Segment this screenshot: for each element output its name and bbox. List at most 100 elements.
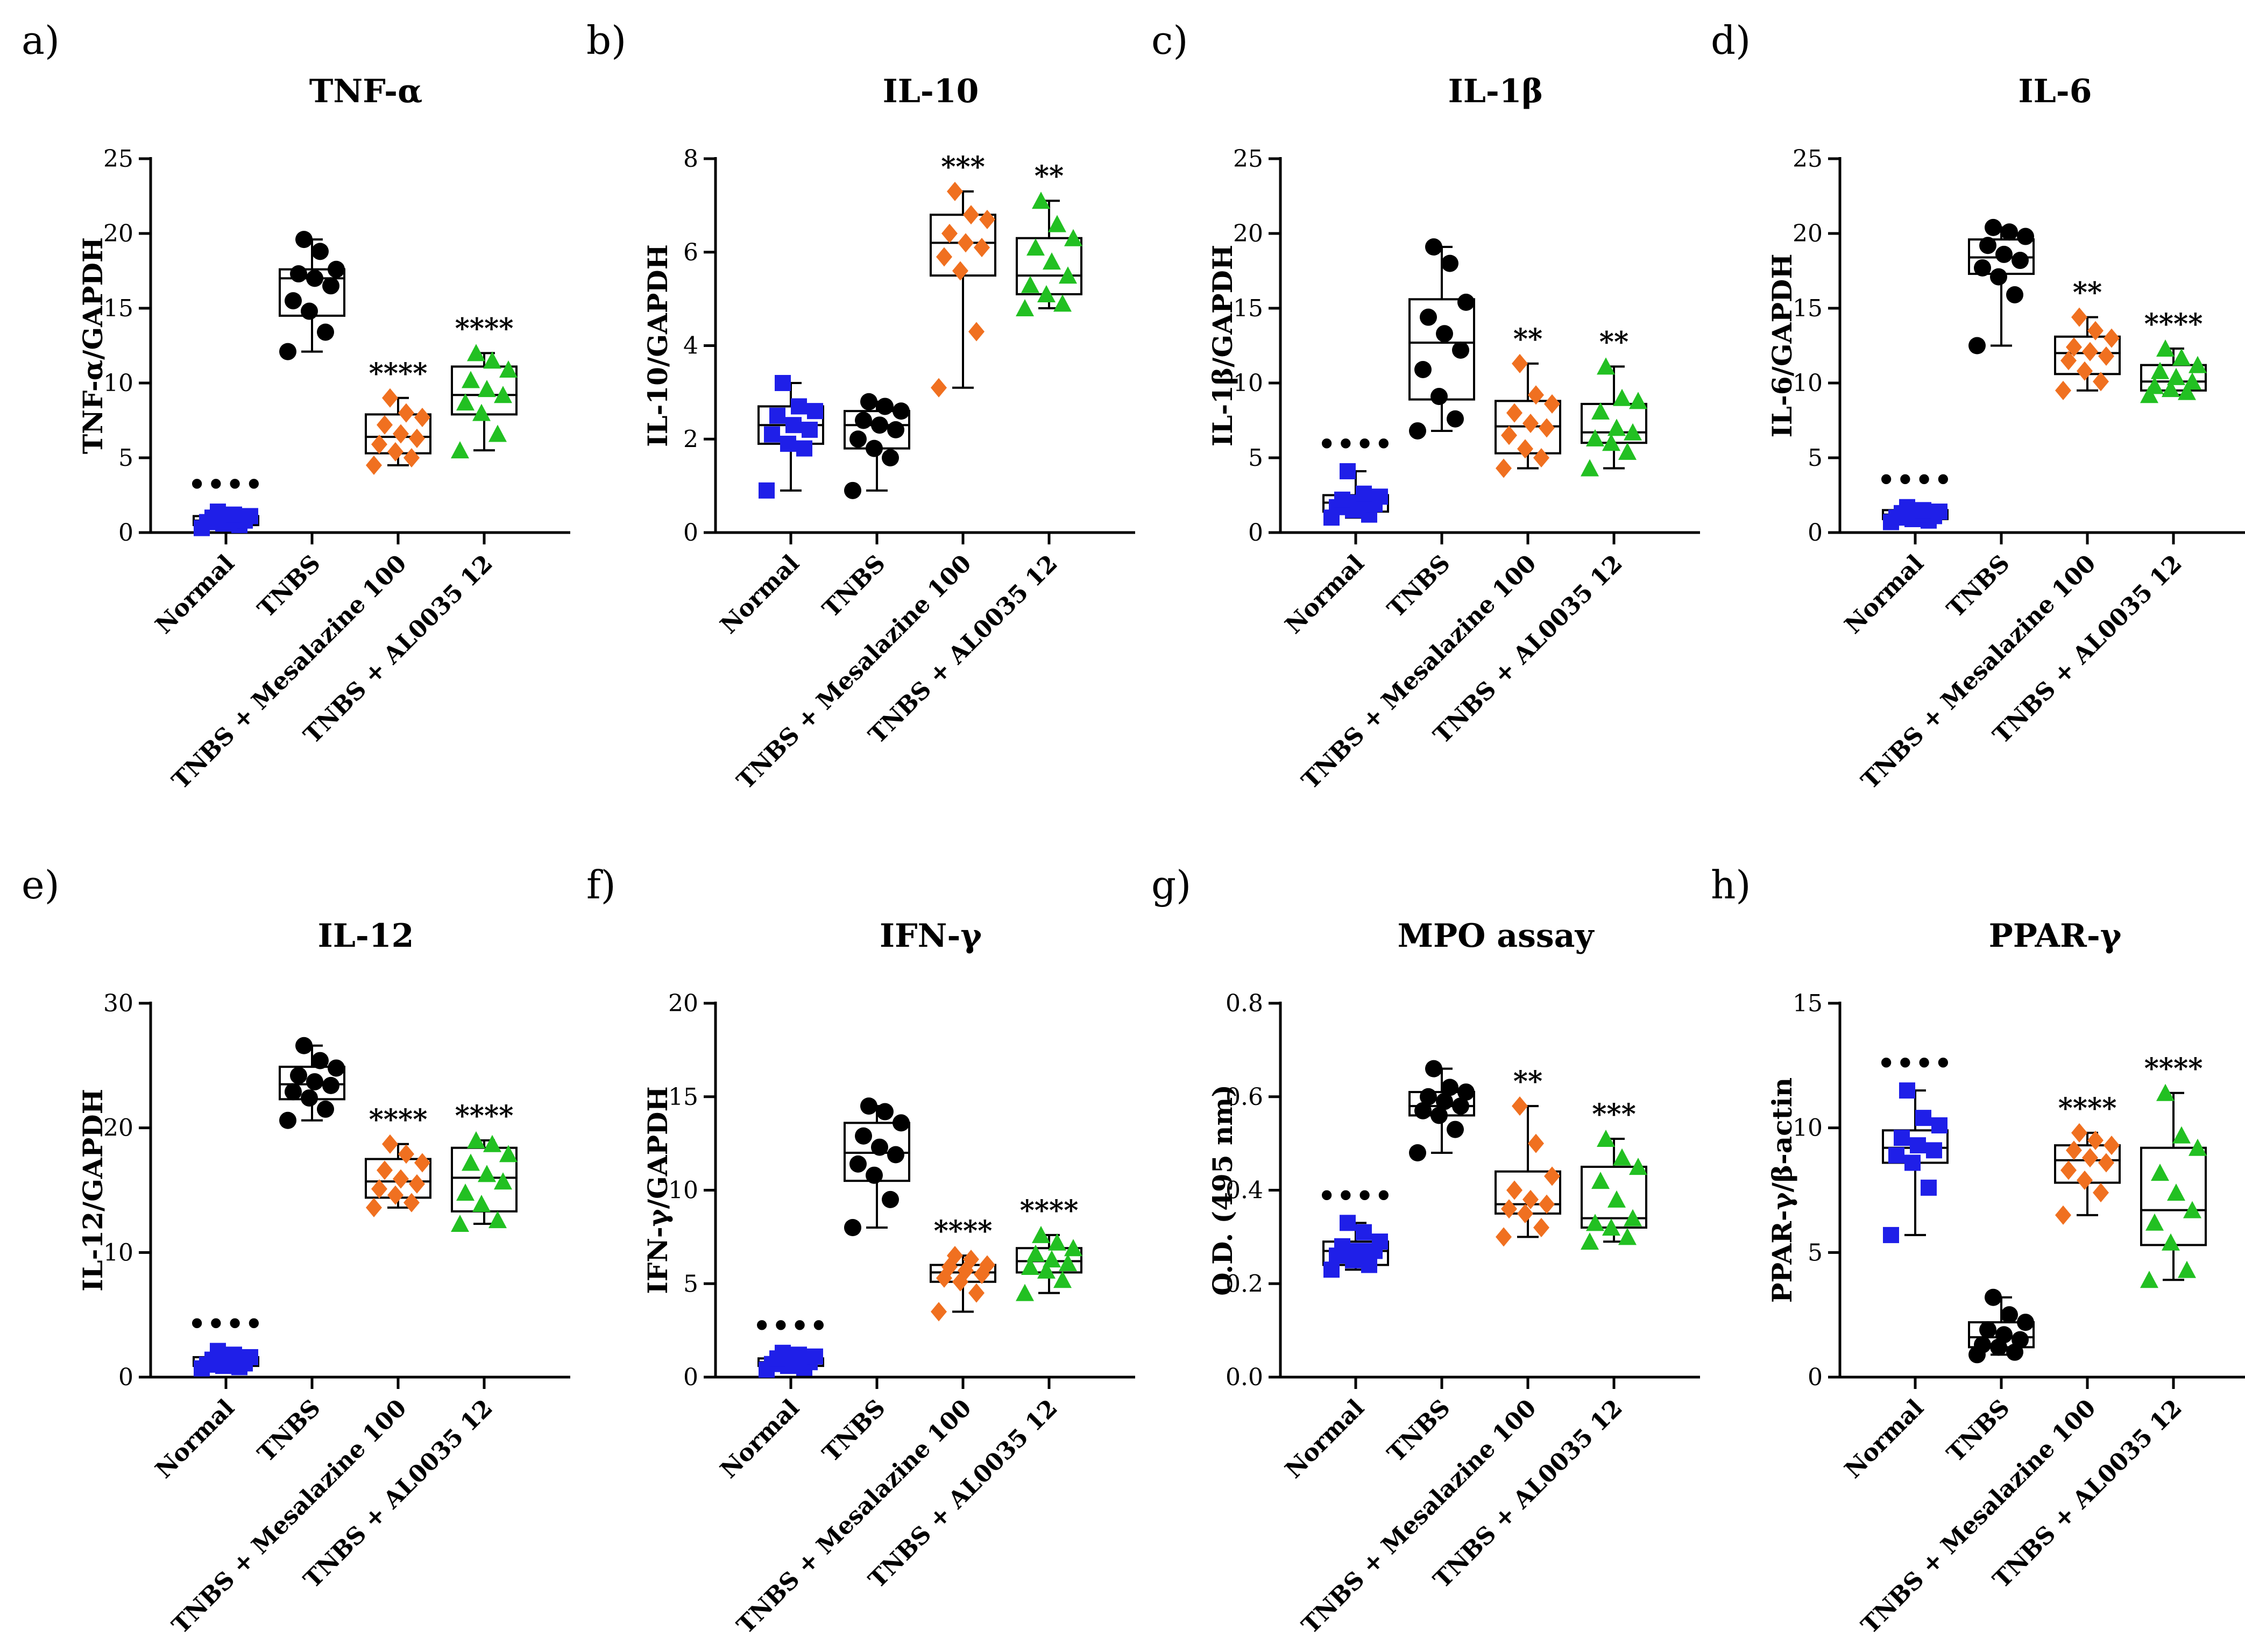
data-point (366, 1197, 382, 1217)
data-point (1043, 252, 1061, 270)
data-point (1021, 275, 1039, 293)
data-point (1334, 491, 1350, 508)
data-point (279, 343, 296, 360)
data-point (2172, 1126, 2191, 1144)
data-point (1441, 1079, 1458, 1096)
y-tick-label: 10 (1233, 370, 1263, 397)
data-point (387, 442, 403, 462)
data-point (1457, 1083, 1475, 1101)
data-point (1457, 293, 1475, 311)
data-point (1522, 414, 1539, 434)
panel-letter: e) (22, 862, 60, 907)
data-point (1323, 1261, 1340, 1278)
data-point (1591, 402, 1610, 420)
significance-label: •••• (188, 469, 264, 501)
y-tick-label: 0 (683, 1364, 698, 1391)
y-tick-label: 20 (1793, 220, 1823, 247)
data-point (876, 1103, 894, 1121)
significance-label: **** (1020, 1194, 1079, 1227)
y-tick-label: 5 (683, 1270, 698, 1298)
significance-label: •••• (188, 1308, 264, 1341)
data-point (855, 412, 872, 429)
data-point (377, 1160, 393, 1180)
data-point (1607, 419, 1626, 436)
data-point (2098, 1153, 2114, 1173)
y-tick-label: 15 (103, 295, 133, 322)
data-point (936, 1268, 952, 1288)
data-point (1602, 434, 1620, 451)
data-point (1026, 1244, 1045, 1262)
data-point (483, 351, 501, 369)
y-axis-label: IL-12/GAPDH (77, 1089, 109, 1292)
data-point (936, 247, 952, 267)
panel-letter: h) (1711, 862, 1751, 907)
data-point (2140, 386, 2158, 403)
data-point (764, 426, 780, 443)
data-point (1985, 218, 2002, 236)
y-tick-label: 10 (668, 1177, 698, 1204)
data-point (242, 1349, 258, 1365)
data-point (2087, 1130, 2104, 1150)
data-point (387, 1185, 403, 1205)
data-point (1613, 388, 1631, 406)
significance-label: ** (1035, 160, 1064, 193)
data-point (328, 260, 345, 278)
data-point (1506, 1180, 1522, 1200)
data-point (1581, 1232, 1599, 1250)
data-point (403, 448, 420, 467)
data-point (2162, 380, 2180, 398)
y-tick-label: 6 (683, 239, 698, 266)
y-axis-label: TNF-α/GAPDH (77, 237, 109, 454)
chart-panel-a: a) TNF-α TNF-α/GAPDH 0 5 10 15 20 25 Normal •••• TN… (22, 18, 570, 795)
data-point (1597, 357, 1615, 375)
data-point (2156, 339, 2175, 357)
data-point (1931, 1117, 1947, 1134)
data-point (1597, 1129, 1615, 1147)
data-point (1409, 1144, 1426, 1161)
data-point (1533, 448, 1549, 467)
data-point (409, 1174, 425, 1194)
data-point (1926, 1142, 1942, 1159)
x-tick-label: Normal (150, 550, 240, 640)
y-tick-label: 0.2 (1226, 1270, 1263, 1298)
data-point (2145, 377, 2164, 394)
data-point (1436, 1093, 1453, 1110)
significance-label: •••• (753, 1310, 829, 1343)
data-point (242, 508, 258, 524)
data-point (968, 1283, 985, 1303)
data-point (979, 1255, 995, 1275)
data-point (1409, 422, 1426, 439)
data-point (952, 261, 968, 281)
data-point (2087, 321, 2104, 341)
y-tick-label: 15 (1233, 295, 1263, 322)
data-point (1974, 259, 1991, 276)
data-point (2093, 1183, 2109, 1203)
data-point (855, 1127, 872, 1145)
data-point (451, 1215, 469, 1232)
data-point (2178, 382, 2196, 400)
y-tick-label: 0.8 (1226, 990, 1263, 1017)
data-point (1512, 1096, 1528, 1116)
data-point (1894, 1130, 1910, 1146)
data-point (322, 277, 339, 295)
significance-label: **** (2058, 1092, 2117, 1125)
data-point (1430, 388, 1448, 406)
data-point (979, 209, 995, 229)
x-tick-label: TNBS (1942, 550, 2015, 623)
data-point (1026, 238, 1045, 256)
data-point (2104, 328, 2120, 348)
data-point (295, 231, 313, 249)
data-point (1420, 1088, 1437, 1105)
data-point (1915, 502, 1931, 519)
data-point (1414, 1102, 1432, 1119)
data-point (2098, 346, 2114, 366)
chart-panel-g: g) MPO assay O.D. (495 nm) 0.0 0.2 0.4 0.6 0.8 N… (1151, 862, 1700, 1639)
data-point (290, 1067, 307, 1084)
chart-panel-h: h) PPAR-γ PPAR-γ/β-actin 0 5 10 15 Normal •••• TN… (1711, 862, 2245, 1639)
data-point (941, 224, 958, 243)
data-point (968, 322, 985, 342)
data-point (1968, 337, 1986, 354)
y-tick-label: 25 (103, 145, 133, 173)
data-point (306, 1073, 323, 1090)
